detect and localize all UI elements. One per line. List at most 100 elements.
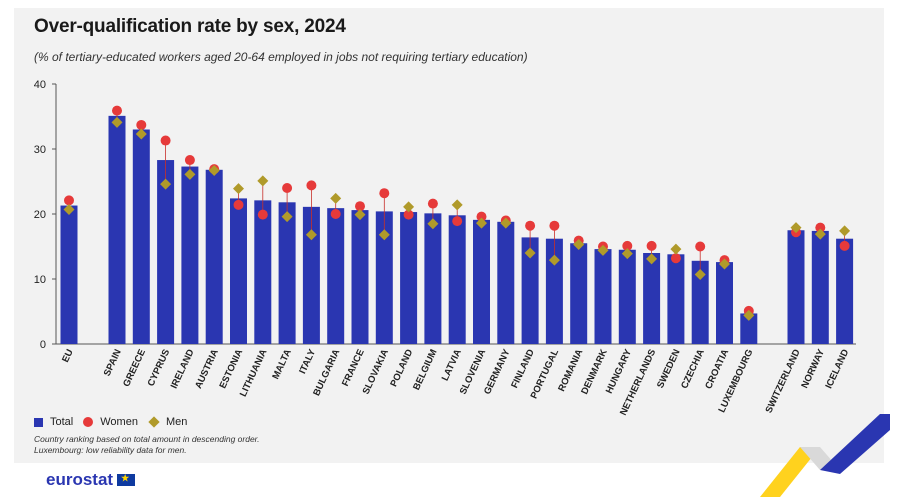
- x-tick-label: IRELAND: [169, 348, 197, 391]
- point-women: [112, 105, 122, 116]
- point-men: [111, 116, 123, 128]
- chart-subtitle: (% of tertiary-educated workers aged 20-…: [34, 50, 528, 64]
- bar-total: [400, 212, 418, 344]
- point-men: [548, 254, 560, 266]
- chart-notes: Country ranking based on total amount in…: [34, 434, 260, 456]
- y-tick-label: 10: [34, 274, 46, 286]
- logo-text: eurostat: [46, 470, 114, 489]
- bar-total: [230, 198, 247, 344]
- point-men: [305, 229, 317, 241]
- legend-total-label: Total: [50, 416, 74, 428]
- point-men: [814, 228, 826, 240]
- bar-total: [643, 253, 661, 344]
- bar-total: [424, 213, 442, 344]
- point-men: [403, 201, 415, 213]
- point-women: [379, 188, 390, 199]
- bar-total: [521, 237, 539, 344]
- point-women: [670, 253, 681, 264]
- point-men: [743, 309, 755, 321]
- point-men: [378, 229, 390, 241]
- y-tick-label: 0: [40, 339, 46, 351]
- bar-total: [618, 249, 636, 344]
- x-tick-label: CROATIA: [703, 348, 731, 391]
- bar-total: [811, 230, 829, 344]
- bar-total: [60, 205, 78, 344]
- point-men: [670, 243, 682, 255]
- point-men: [790, 222, 802, 234]
- bar-total: [351, 210, 369, 344]
- point-men: [451, 199, 463, 211]
- note-ranking: Country ranking based on total amount in…: [34, 434, 260, 444]
- bar-total: [545, 238, 563, 344]
- point-women: [839, 240, 850, 251]
- chart-legend: Total Women Men: [34, 416, 187, 428]
- note-luxembourg: Luxembourg: low reliability data for men…: [34, 445, 187, 455]
- point-women: [549, 220, 560, 231]
- point-men: [694, 268, 706, 280]
- point-women: [815, 222, 826, 233]
- bar-total: [448, 215, 466, 344]
- point-men: [573, 239, 585, 251]
- point-men: [719, 258, 730, 270]
- point-men: [500, 217, 512, 229]
- x-tick-label: BELGIUM: [411, 348, 440, 392]
- point-men: [160, 178, 172, 190]
- x-tick-label: CYPRUS: [146, 348, 173, 389]
- decorative-chevron-icon: [760, 414, 890, 497]
- bar-total: [327, 208, 345, 344]
- eu-flag-icon: [117, 473, 136, 486]
- x-tick-label: SPAIN: [102, 348, 124, 378]
- bar-total: [181, 166, 199, 344]
- y-tick-label: 20: [34, 209, 46, 221]
- point-women: [184, 155, 195, 166]
- x-tick-label: POLAND: [388, 348, 415, 389]
- point-men: [427, 218, 439, 230]
- point-men: [597, 244, 609, 256]
- point-women: [695, 241, 706, 252]
- point-women: [355, 201, 365, 212]
- point-men: [476, 217, 487, 229]
- point-women: [622, 240, 633, 251]
- bar-total: [254, 200, 272, 344]
- bar-total: [570, 243, 588, 344]
- bar-total: [132, 129, 150, 344]
- x-tick-label: ITALY: [297, 347, 318, 376]
- x-tick-label: SWEDEN: [655, 347, 683, 390]
- x-tick-label: FINLAND: [509, 348, 537, 391]
- bar-total: [497, 221, 515, 344]
- x-tick-label: GREECE: [121, 348, 148, 389]
- bar-total: [278, 202, 296, 344]
- x-tick-label: NORWAY: [799, 347, 827, 390]
- point-men: [330, 192, 342, 204]
- point-women: [646, 240, 657, 251]
- point-men: [524, 247, 536, 259]
- x-tick-label: LATVIA: [440, 348, 464, 383]
- bar-total: [787, 230, 805, 344]
- point-women: [160, 135, 171, 146]
- x-tick-label: ESTONIA: [217, 348, 245, 391]
- point-men: [839, 225, 851, 237]
- point-women: [452, 216, 463, 227]
- point-men: [281, 211, 293, 223]
- legend-total-swatch: [34, 417, 43, 427]
- bar-total: [691, 260, 709, 344]
- point-women: [476, 211, 487, 222]
- point-women: [330, 209, 341, 219]
- x-tick-label: CZECHIA: [679, 348, 707, 391]
- bar-total: [375, 211, 393, 344]
- point-men: [354, 209, 366, 221]
- legend-men-swatch: [148, 416, 160, 428]
- point-men: [646, 253, 658, 265]
- y-tick-label: 40: [34, 79, 46, 91]
- point-women: [136, 119, 147, 130]
- bar-total: [473, 219, 490, 344]
- bar-total: [716, 262, 733, 344]
- point-men: [257, 175, 269, 187]
- point-men: [135, 128, 147, 140]
- legend-women-label: Women: [100, 416, 138, 428]
- bar-total: [108, 115, 126, 344]
- point-men: [184, 168, 196, 180]
- point-women: [64, 195, 74, 206]
- x-tick-label: EU: [60, 347, 76, 364]
